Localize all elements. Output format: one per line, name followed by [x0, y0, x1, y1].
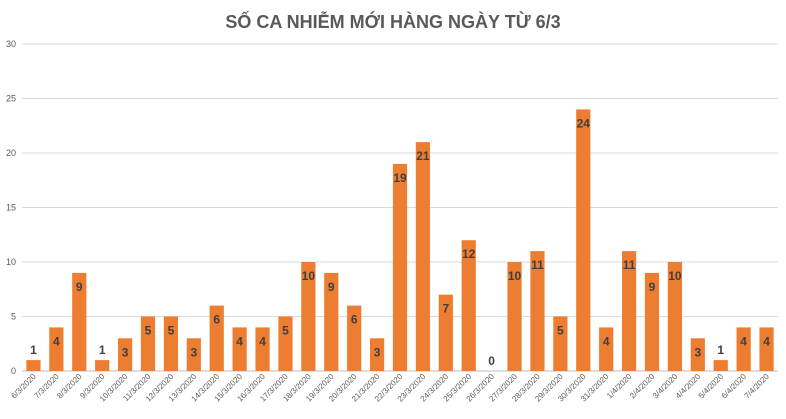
bar [599, 327, 614, 371]
data-label: 4 [236, 334, 243, 348]
bar [163, 316, 179, 371]
data-label: 4 [259, 334, 266, 348]
data-label: 5 [557, 324, 564, 338]
data-label: 3 [122, 345, 129, 359]
data-label: 4 [763, 334, 770, 348]
data-label: 7 [442, 302, 449, 316]
x-tick-label: 7/4/2020 [743, 372, 772, 401]
data-label: 3 [694, 345, 701, 359]
y-tick-label: 30 [6, 39, 16, 49]
data-label: 1 [30, 343, 37, 357]
y-tick-label: 0 [11, 366, 16, 376]
data-label: 4 [53, 334, 60, 348]
data-label: 24 [577, 116, 591, 130]
bar [324, 272, 339, 371]
data-label: 10 [302, 269, 316, 283]
bar [713, 360, 728, 371]
bar [507, 262, 522, 371]
data-label: 9 [76, 280, 83, 294]
data-label: 11 [531, 258, 544, 272]
bar [621, 251, 637, 371]
bar [301, 262, 316, 371]
bar [72, 272, 87, 371]
bar [530, 251, 545, 371]
data-label: 12 [462, 247, 476, 261]
data-label: 1 [99, 343, 106, 357]
data-label: 10 [508, 269, 522, 283]
bar [392, 163, 408, 371]
data-label: 11 [623, 258, 636, 272]
bar [667, 262, 683, 371]
data-label: 4 [740, 334, 747, 348]
data-label: 1 [717, 343, 724, 357]
y-tick-label: 5 [11, 312, 16, 322]
y-tick-label: 10 [6, 257, 16, 267]
bar [255, 327, 270, 371]
bar [415, 142, 431, 371]
bar [232, 327, 247, 371]
bar [553, 316, 568, 371]
data-label: 4 [603, 334, 610, 348]
bar [438, 294, 453, 371]
bar [95, 360, 110, 371]
data-label: 6 [351, 313, 358, 327]
data-label: 5 [145, 324, 152, 338]
y-tick-label: 25 [6, 94, 16, 104]
data-label: 19 [393, 171, 407, 185]
bar [186, 338, 201, 371]
data-label: 6 [213, 313, 220, 327]
y-tick-label: 20 [6, 148, 16, 158]
y-tick-label: 15 [6, 203, 16, 213]
data-label: 10 [668, 269, 682, 283]
bar [690, 338, 705, 371]
bar [736, 327, 751, 371]
data-label: 9 [649, 280, 656, 294]
bar [209, 305, 224, 371]
chart-title: SỐ CA NHIỄM MỚI HÀNG NGÀY TỪ 6/3 [225, 12, 561, 32]
bar [140, 316, 156, 371]
bar [369, 338, 385, 371]
bar [576, 109, 591, 372]
data-label: 21 [416, 149, 430, 163]
bar [759, 327, 774, 371]
data-label: 5 [282, 324, 289, 338]
data-label: 0 [488, 354, 495, 368]
bar [49, 327, 64, 371]
bar [26, 360, 41, 371]
data-label: 3 [190, 345, 197, 359]
bar [644, 272, 660, 371]
data-label: 9 [328, 280, 335, 294]
bar [347, 305, 362, 371]
data-label: 3 [374, 345, 381, 359]
bar [278, 316, 293, 371]
data-label: 5 [168, 324, 175, 338]
bar [461, 240, 476, 371]
bar [117, 338, 133, 371]
